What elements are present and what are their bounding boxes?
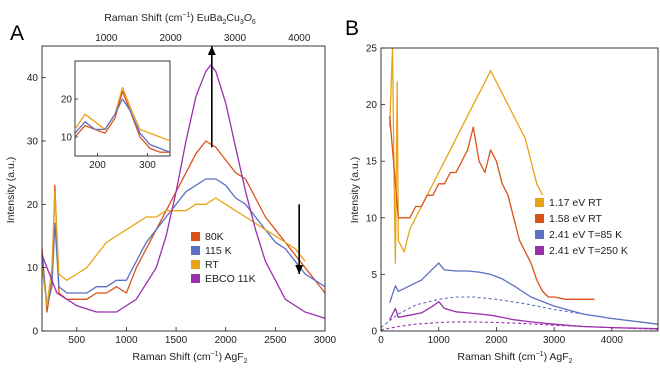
inset-y-tick-label: 20 — [61, 95, 73, 106]
panel-a-legend-label: RT — [205, 259, 219, 271]
panel-a-x-tick-label: 2000 — [215, 335, 238, 346]
inset-series-line-0 — [74, 86, 171, 142]
panel-b-series-line-2 — [389, 262, 658, 325]
panel-a-x-label: Raman Shift (cm−1) AgF2 — [132, 351, 247, 365]
panel-a-top-tick-label: 1000 — [95, 33, 118, 44]
panel-b-x-ticks: 0 1000 2000 3000 4000 — [378, 327, 623, 346]
panel-a-series-line-0 — [41, 140, 326, 313]
panel-b-x-tick-label: 4000 — [601, 335, 624, 346]
panel-b-x-tick-label: 3000 — [543, 335, 566, 346]
panel-a-legend: 80K 115 K RT EBCO 11K — [191, 231, 256, 285]
panel-b-legend-swatch — [535, 214, 544, 223]
panel-a-legend-swatch — [191, 246, 200, 255]
panel-b-y-tick-label: 15 — [366, 157, 378, 168]
panel-a-legend-swatch — [191, 260, 200, 269]
panel-a-top-tick-label: 3000 — [224, 33, 247, 44]
panel-a-x-tick-label: 2500 — [264, 335, 287, 346]
panel-a-x-tick-label: 500 — [68, 335, 85, 346]
panel-a-y-tick-label: 0 — [32, 327, 38, 338]
panel-a: A Raman Shift (cm−1) EuBa2Cu3O6 1000 2000… — [5, 12, 337, 365]
panel-b-x-label: Raman Shift (cm−1) AgF2 — [457, 351, 572, 365]
inset-series-line-1 — [74, 90, 170, 153]
inset-series-line-2 — [74, 98, 171, 153]
panel-b-legend-swatch — [535, 230, 544, 239]
panel-a-series-line-2 — [41, 191, 306, 307]
panel-a-y-tick-label: 40 — [27, 73, 39, 84]
panel-b-legend-swatch — [535, 246, 544, 255]
panel-a-x-ticks: 500 1000 1500 2000 2500 3000 — [68, 327, 337, 346]
panel-a-x-tick-label: 1000 — [115, 335, 138, 346]
panel-a-top-tick-label: 2000 — [160, 33, 183, 44]
panel-b-plot-area — [381, 48, 658, 331]
panel-a-arrow-head-0 — [207, 46, 216, 55]
panel-a-top-tick-label: 4000 — [288, 33, 311, 44]
panel-a-series-line-3 — [41, 64, 326, 319]
panel-b-y-label: Intensity (a.u.) — [349, 157, 361, 224]
panel-a-legend-label: 80K — [205, 231, 224, 243]
panel-a-y-tick-label: 30 — [27, 137, 39, 148]
inset-frame — [74, 60, 171, 157]
panel-b-y-tick-label: 20 — [366, 100, 378, 111]
panel-b-legend-label: 1.58 eV RT — [549, 213, 603, 225]
panel-a-legend-swatch — [191, 232, 200, 241]
panel-b-legend-label: 2.41 eV T=85 K — [549, 229, 622, 241]
panel-a-inset: 10 20 200 300 — [61, 60, 171, 171]
panel-b-series-line-1 — [389, 115, 595, 300]
panel-b-dashed-line-0 — [381, 296, 658, 329]
panel-b-letter: B — [345, 17, 359, 40]
panel-b-x-tick-label: 2000 — [485, 335, 508, 346]
panel-b-y-tick-label: 0 — [371, 327, 377, 338]
panel-b-series-line-3 — [389, 300, 658, 330]
panel-b: B 0 5 10 15 20 25 0 1000 2000 3000 4000 Intensity… — [345, 17, 659, 365]
panel-a-legend-swatch — [191, 274, 200, 283]
panel-a-frame — [41, 45, 326, 332]
panel-b-legend-label: 2.41 eV T=250 K — [549, 245, 628, 257]
panel-b-y-tick-label: 5 — [371, 270, 377, 281]
panel-a-legend-label: 115 K — [205, 245, 232, 257]
panel-a-top-axis-label: Raman Shift (cm−1) EuBa2Cu3O6 — [104, 12, 256, 26]
panel-b-y-tick-label: 10 — [366, 213, 378, 224]
panel-b-legend: 1.17 eV RT 1.58 eV RT 2.41 eV T=85 K 2.41 e… — [535, 197, 628, 257]
inset-y-tick-label: 10 — [61, 133, 73, 144]
panel-a-legend-label: EBCO 11K — [205, 273, 256, 285]
panel-b-legend-label: 1.17 eV RT — [549, 197, 603, 209]
panel-b-y-tick-label: 25 — [366, 44, 378, 55]
panel-b-bg — [381, 48, 658, 331]
panel-b-frame — [380, 47, 659, 332]
panel-b-y-ticks: 0 5 10 15 20 25 — [366, 44, 385, 338]
panel-b-legend-swatch — [535, 198, 544, 207]
panel-b-series-line-0 — [389, 48, 544, 264]
panel-a-y-tick-label: 10 — [27, 263, 39, 274]
panel-a-y-tick-label: 20 — [27, 200, 39, 211]
panel-b-x-tick-label: 0 — [378, 335, 384, 346]
panel-a-arrow-head-1 — [295, 265, 304, 274]
panel-b-x-tick-label: 1000 — [428, 335, 451, 346]
panel-a-x-tick-label: 1500 — [165, 335, 188, 346]
inset-x-tick-label: 300 — [139, 160, 156, 171]
panel-a-y-ticks: 0 10 20 30 40 — [27, 73, 46, 338]
panel-a-y-label: Intensity (a.u.) — [5, 157, 17, 224]
panel-a-x-tick-label: 3000 — [314, 335, 337, 346]
panel-a-letter: A — [10, 22, 24, 45]
inset-x-tick-label: 200 — [89, 160, 106, 171]
